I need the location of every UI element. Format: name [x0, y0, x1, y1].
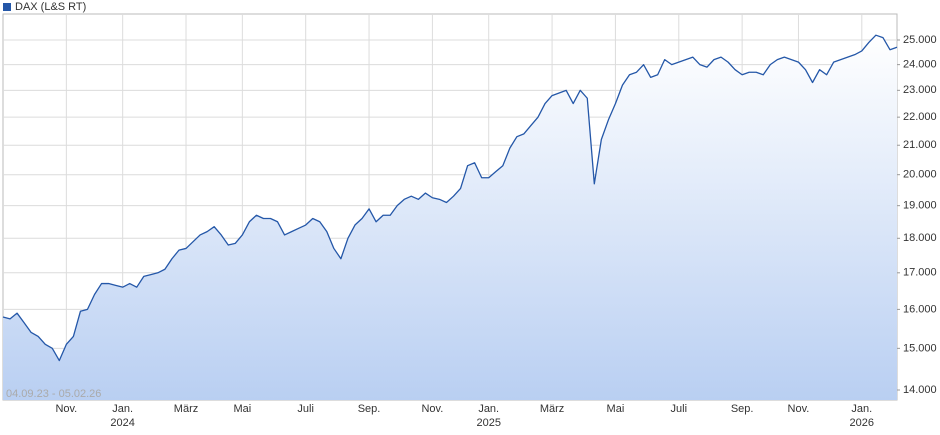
date-range: 04.09.23 - 05.02.26: [6, 388, 101, 400]
x-tick-label: Mai: [607, 403, 625, 415]
marks: [2, 34, 898, 401]
y-tick-label: 15.000: [903, 342, 937, 354]
line: [2, 34, 898, 362]
x-tick-label: Nov.: [421, 403, 443, 415]
x-year-label: 2026: [850, 417, 874, 429]
x-tick-label: Jan.: [112, 403, 133, 415]
x-year-label: 2025: [476, 417, 500, 429]
area-fill: [3, 35, 897, 401]
y-tick-label: 19.000: [903, 200, 937, 212]
y-tick-label: 23.000: [903, 84, 937, 96]
x-tick-label: Mai: [233, 403, 251, 415]
y-tick-label: 16.000: [903, 303, 937, 315]
y-tick-label: 17.000: [903, 267, 937, 279]
x-tick-label: Jan.: [851, 403, 872, 415]
x-tick-label: Nov.: [55, 403, 77, 415]
y-tick-label: 24.000: [903, 59, 937, 71]
legend-swatch: [3, 3, 11, 11]
y-tick-label: 14.000: [903, 384, 937, 396]
x-tick-label: März: [174, 403, 198, 415]
x-tick-label: Jan.: [478, 403, 499, 415]
x-tick-label: Juli: [297, 403, 314, 415]
y-tick-label: 21.000: [903, 139, 937, 151]
x-tick-label: Juli: [671, 403, 688, 415]
y-tick-label: 22.000: [903, 111, 937, 123]
legend-label: DAX (L&S RT): [15, 1, 86, 13]
x-tick-label: Sep.: [358, 403, 381, 415]
y-tick-label: 18.000: [903, 232, 937, 244]
y-tick-label: 25.000: [903, 34, 937, 46]
x-tick-label: Sep.: [731, 403, 754, 415]
y-tick-label: 20.000: [903, 169, 937, 181]
labels: 14.000 15.000 16.000 17.000 18.000 19.000 20.0…: [55, 34, 936, 429]
x-tick-label: März: [540, 403, 564, 415]
x-year-label: 2024: [110, 417, 134, 429]
x-tick-label: Nov.: [788, 403, 810, 415]
